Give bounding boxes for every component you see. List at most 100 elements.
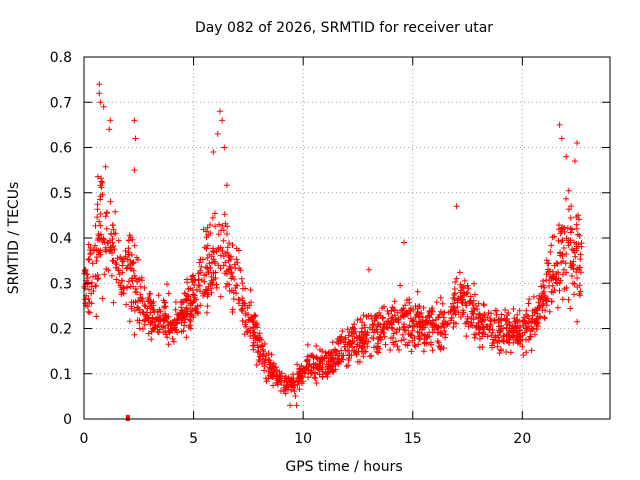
data-point (202, 264, 209, 271)
data-point (239, 302, 246, 309)
data-point (147, 299, 154, 306)
data-point (100, 237, 107, 243)
data-point (301, 369, 308, 376)
data-point (270, 382, 277, 389)
data-point (299, 365, 306, 372)
data-point (296, 366, 303, 373)
data-point (217, 293, 224, 300)
data-point (94, 214, 101, 221)
data-point (215, 231, 222, 238)
data-point (452, 290, 458, 297)
data-point (112, 259, 119, 266)
data-point (574, 231, 581, 238)
data-point (559, 296, 566, 303)
data-point (517, 340, 524, 347)
data-point (147, 290, 154, 297)
data-point (483, 323, 490, 330)
data-point (377, 312, 384, 319)
data-point (348, 329, 355, 336)
data-point (293, 402, 300, 409)
data-point (530, 293, 537, 300)
data-point (471, 334, 478, 341)
data-point (107, 246, 114, 253)
data-point (574, 140, 581, 146)
data-point (556, 121, 563, 128)
data-point (207, 265, 214, 271)
data-point (229, 242, 236, 248)
data-point (294, 361, 301, 368)
data-point (339, 328, 346, 335)
data-point (309, 352, 316, 359)
data-point (85, 256, 92, 262)
data-point (505, 310, 512, 316)
data-point (426, 333, 433, 340)
data-point (208, 289, 215, 296)
data-point (88, 279, 95, 286)
data-point (110, 226, 117, 233)
data-point (182, 316, 189, 323)
data-point (292, 393, 299, 399)
data-point (567, 260, 574, 266)
data-point (523, 336, 529, 343)
data-point (195, 270, 202, 277)
data-point (164, 334, 171, 341)
data-point (287, 379, 294, 386)
data-point (416, 320, 423, 327)
data-point (139, 326, 146, 332)
data-point (132, 275, 139, 282)
data-point (388, 307, 395, 314)
data-point (193, 306, 200, 312)
y-tick-label: 0 (63, 412, 72, 428)
data-point (103, 266, 110, 272)
data-point (213, 284, 220, 291)
data-point (185, 324, 192, 330)
data-point (387, 347, 394, 353)
data-point (197, 256, 204, 263)
data-point (123, 301, 130, 308)
data-point (191, 292, 198, 299)
data-point (239, 280, 246, 287)
data-point (82, 285, 89, 292)
data-point (86, 286, 92, 293)
data-point (328, 365, 335, 372)
data-point (291, 381, 298, 388)
data-point (172, 320, 179, 326)
data-point (447, 317, 454, 324)
data-point (124, 264, 131, 271)
data-point (506, 336, 513, 343)
data-point (149, 314, 156, 321)
data-point (254, 324, 261, 331)
data-point (354, 317, 361, 323)
data-point (165, 341, 172, 348)
data-point (106, 126, 113, 133)
data-point (496, 327, 503, 334)
data-point (125, 278, 132, 285)
data-point (558, 259, 565, 266)
data-point (148, 300, 155, 307)
data-point (418, 330, 425, 337)
data-point (212, 223, 219, 230)
data-point (346, 355, 352, 362)
data-point (251, 332, 257, 339)
data-point (131, 242, 138, 249)
data-point (576, 292, 583, 299)
data-point (87, 250, 94, 256)
data-point (441, 309, 448, 316)
data-point (565, 296, 572, 303)
data-point (463, 290, 470, 297)
data-point (105, 240, 112, 246)
data-point (312, 369, 319, 376)
data-point (94, 237, 101, 244)
data-point (469, 310, 476, 317)
data-point (463, 333, 470, 340)
data-point (568, 229, 574, 236)
data-point (451, 308, 458, 315)
data-point (413, 320, 420, 327)
data-point (464, 313, 471, 320)
data-point (204, 254, 211, 261)
data-point (219, 248, 226, 254)
data-point (122, 247, 129, 254)
data-point (211, 258, 218, 265)
x-axis-label: GPS time / hours (285, 459, 402, 475)
